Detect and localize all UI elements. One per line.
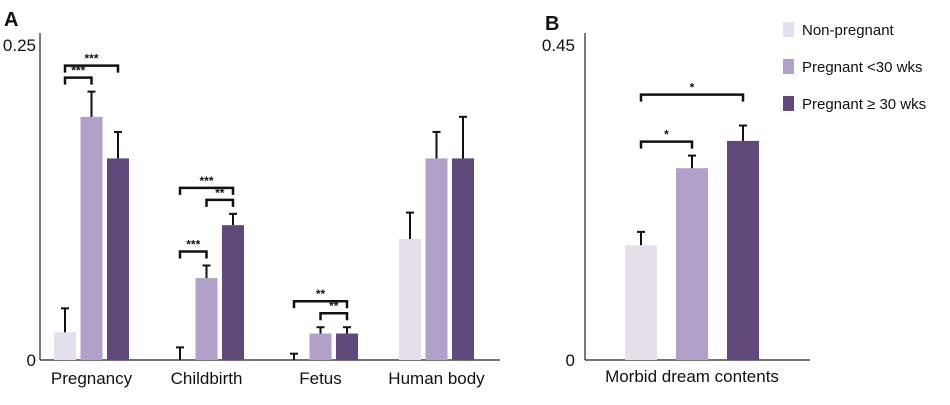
panel-a-significance-bracket [178,250,208,259]
legend: Non-pregnant Pregnant <30 wks Pregnant ≥ 3… [783,22,926,113]
panel-a-significance-label: *** [71,64,85,78]
panel-a-letter: A [4,9,18,31]
panel-a-significance-label: *** [186,238,200,252]
panel-a-bar [54,332,76,360]
panel-b-bar [727,140,759,360]
panel-a-category-label: Childbirth [171,369,243,388]
panel-a-y-tick-label: 0 [27,351,36,370]
legend-label: Pregnant ≥ 30 wks [802,96,926,113]
panel-a-category-label: Fetus [299,369,342,388]
panel-a-bar [399,239,421,360]
panel-a-y-tick-label: 0.25 [3,36,36,55]
panel-a-significance-label: ** [316,287,326,301]
panel-b-letter: B [545,13,559,35]
panel-a-category-label: Human body [388,369,485,388]
panel-a-bar [195,278,218,360]
panel-a-significance-bracket [205,198,235,207]
panel-a-bar [336,333,358,360]
panel-b-significance-label: * [664,128,669,142]
panel-a-bar [107,158,129,360]
legend-swatch [783,59,794,74]
panel-b-bar [625,245,657,360]
panel-a-bar [309,333,332,360]
panel-a-bar [452,158,474,360]
panel-a-significance-bracket [63,64,120,73]
panel-a-significance-bracket [292,299,349,309]
legend-label: Non-pregnant [802,22,895,39]
panel-b-significance-bracket [639,140,694,149]
panel-a-significance-bracket [319,311,349,321]
panel-b-significance-label: * [690,81,695,95]
panel-a-category-label: Pregnancy [51,369,133,388]
panel-a-bar [80,116,103,360]
panel-b-y-tick-label: 0 [566,351,575,370]
panel-b-y-tick-label: 0.45 [542,36,575,55]
panel-b-bar [676,168,708,360]
panel-a-significance-label: ** [215,186,225,200]
panel-a-significance-label: *** [84,52,98,66]
panel-a-significance-bracket [178,186,235,195]
legend-swatch [783,96,794,111]
panel-a-significance-bracket [63,76,93,85]
panel-a-significance-label: ** [329,299,339,313]
panel-a-significance-label: *** [199,174,213,188]
panel-b-category-label: Morbid dream contents [605,367,779,386]
legend-swatch [783,22,794,37]
panel-b-significance-bracket [639,93,745,102]
panel-a-bar [222,225,244,360]
legend-label: Pregnant <30 wks [802,59,923,76]
panel-a-bar [425,158,448,360]
